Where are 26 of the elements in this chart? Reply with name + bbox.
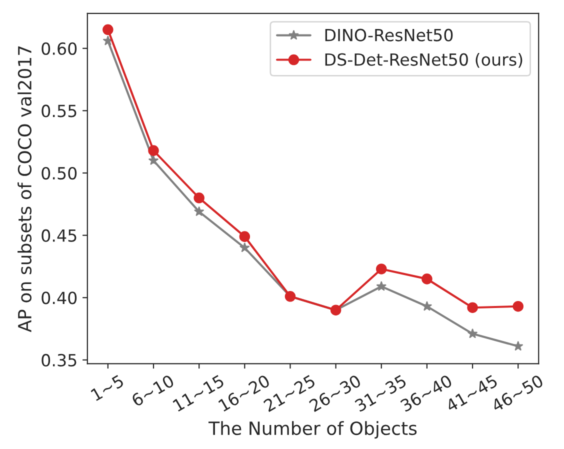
- point: [240, 242, 250, 252]
- point: [422, 274, 432, 284]
- point: [512, 340, 524, 351]
- point: [194, 206, 204, 216]
- point: [376, 264, 387, 274]
- point: [467, 302, 478, 313]
- point: [376, 281, 387, 291]
- point: [148, 155, 159, 165]
- legend-label: DINO-ResNet50: [325, 28, 453, 42]
- y-tick-label: 0.60: [42, 42, 77, 55]
- y-tick-label: 0.50: [42, 166, 77, 180]
- x-axis-title: The Number of Objects: [208, 421, 417, 439]
- point: [194, 192, 204, 204]
- y-tick-label: 0.45: [42, 229, 76, 242]
- y-tick-label: 0.55: [42, 104, 76, 118]
- point: [239, 231, 250, 242]
- legend-label: DS-Det-ResNet50 (ours): [325, 52, 522, 68]
- point: [148, 145, 159, 156]
- point: [102, 24, 114, 36]
- point: [467, 328, 478, 338]
- y-tick-label: 0.35: [42, 354, 76, 367]
- point: [512, 300, 524, 312]
- point: [422, 300, 432, 311]
- y-axis-title: AP on subsets of COCO val2017: [18, 46, 32, 332]
- x-tick-label: 1~5: [90, 374, 124, 402]
- y-tick-label: 0.40: [42, 292, 77, 304]
